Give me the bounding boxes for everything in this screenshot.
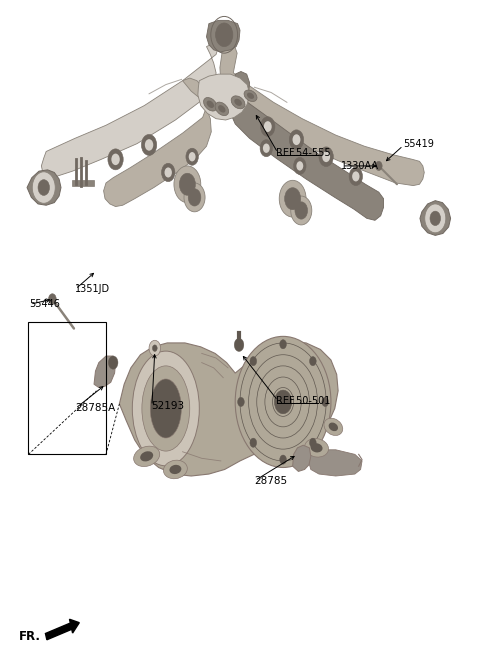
Circle shape (161, 164, 175, 181)
Circle shape (180, 173, 195, 195)
Polygon shape (293, 445, 311, 472)
Polygon shape (94, 356, 116, 388)
Polygon shape (206, 20, 240, 52)
Circle shape (108, 356, 118, 369)
Circle shape (295, 202, 308, 219)
FancyArrow shape (46, 620, 79, 640)
Circle shape (32, 172, 55, 203)
Circle shape (261, 117, 275, 137)
Polygon shape (104, 78, 211, 206)
Circle shape (165, 168, 172, 177)
Circle shape (260, 140, 273, 157)
Circle shape (275, 390, 292, 414)
Text: 1351JD: 1351JD (75, 284, 110, 294)
Circle shape (235, 336, 331, 468)
Polygon shape (72, 180, 94, 185)
Ellipse shape (133, 446, 160, 466)
Circle shape (425, 204, 446, 233)
Circle shape (174, 166, 201, 202)
Circle shape (48, 294, 56, 304)
Circle shape (310, 438, 316, 447)
Circle shape (280, 340, 287, 349)
Ellipse shape (324, 419, 343, 436)
Circle shape (352, 171, 360, 181)
Circle shape (250, 357, 257, 366)
Ellipse shape (247, 93, 254, 99)
Circle shape (289, 130, 304, 150)
Ellipse shape (164, 460, 187, 479)
Ellipse shape (329, 422, 338, 431)
Circle shape (153, 345, 157, 351)
Circle shape (111, 154, 120, 165)
Ellipse shape (142, 366, 190, 451)
Circle shape (189, 152, 195, 162)
Polygon shape (198, 74, 250, 120)
Circle shape (186, 148, 198, 166)
Text: FR.: FR. (19, 630, 41, 643)
Ellipse shape (231, 96, 245, 109)
Ellipse shape (132, 351, 199, 466)
Polygon shape (41, 43, 218, 177)
Circle shape (142, 135, 157, 156)
Polygon shape (120, 342, 338, 476)
Circle shape (279, 180, 306, 217)
Text: 52193: 52193 (152, 401, 185, 411)
Polygon shape (220, 43, 424, 185)
Circle shape (294, 158, 306, 174)
Ellipse shape (305, 439, 328, 457)
Circle shape (145, 139, 153, 150)
Circle shape (292, 134, 300, 145)
Circle shape (250, 438, 257, 447)
Ellipse shape (169, 465, 181, 474)
Circle shape (238, 397, 244, 407)
Circle shape (38, 179, 49, 195)
Circle shape (264, 121, 272, 132)
Ellipse shape (140, 451, 153, 461)
Circle shape (310, 357, 316, 366)
Circle shape (375, 162, 382, 171)
Circle shape (285, 188, 300, 210)
Circle shape (297, 161, 303, 171)
Circle shape (322, 397, 328, 407)
Circle shape (263, 143, 270, 153)
Circle shape (216, 23, 233, 47)
Circle shape (108, 149, 123, 170)
Text: 28785: 28785 (254, 476, 288, 486)
Ellipse shape (206, 101, 214, 108)
Ellipse shape (244, 90, 257, 101)
Polygon shape (27, 170, 61, 205)
Polygon shape (309, 450, 362, 476)
Circle shape (319, 147, 333, 167)
Polygon shape (420, 200, 451, 235)
Ellipse shape (204, 97, 217, 111)
Text: REF.54-555: REF.54-555 (276, 148, 331, 158)
Ellipse shape (311, 443, 323, 453)
Circle shape (349, 168, 362, 185)
Circle shape (280, 455, 287, 464)
Circle shape (234, 338, 244, 351)
Text: 28785A: 28785A (75, 403, 115, 413)
Circle shape (430, 211, 441, 225)
Circle shape (291, 196, 312, 225)
Polygon shape (228, 72, 384, 220)
Circle shape (184, 183, 205, 212)
Ellipse shape (150, 379, 181, 438)
Circle shape (188, 189, 201, 206)
Circle shape (149, 340, 160, 356)
Ellipse shape (215, 102, 228, 116)
Text: 1330AA: 1330AA (340, 161, 379, 171)
Circle shape (322, 151, 330, 162)
Ellipse shape (234, 99, 242, 106)
Text: REF.50-501: REF.50-501 (276, 396, 330, 405)
Text: 55446: 55446 (29, 299, 60, 309)
Text: 55419: 55419 (403, 139, 433, 148)
Ellipse shape (218, 105, 226, 112)
